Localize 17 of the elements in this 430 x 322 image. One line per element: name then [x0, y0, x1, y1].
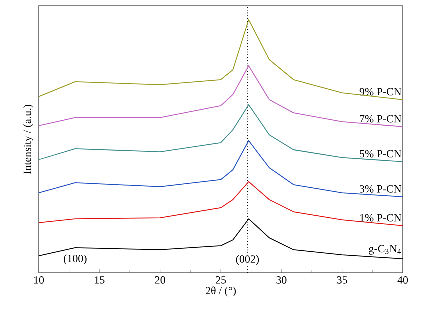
- series-label: 5% P-CN: [360, 150, 402, 158]
- x-tick-label: 20: [155, 276, 166, 284]
- x-tick-label: 30: [276, 276, 287, 284]
- annotation: (002): [236, 255, 260, 266]
- annotation: (100): [64, 254, 87, 265]
- x-tick-label: 35: [337, 276, 348, 284]
- series-label: 1% P-CN: [360, 214, 402, 222]
- x-axis-title: 2θ / (°): [206, 286, 236, 297]
- y-axis-title: Intensity / (a.u.): [24, 104, 34, 174]
- x-tick-label: 25: [216, 276, 226, 284]
- series-label: 9% P-CN: [360, 88, 402, 96]
- series-label: 3% P-CN: [360, 185, 402, 193]
- series-label: g-C$_{3}$N$_{4}$: [369, 245, 402, 255]
- series-label: 7% P-CN: [360, 115, 402, 123]
- x-tick-label: 10: [34, 276, 44, 284]
- x-tick-label: 15: [95, 276, 105, 284]
- x-tick-label: 40: [398, 276, 408, 284]
